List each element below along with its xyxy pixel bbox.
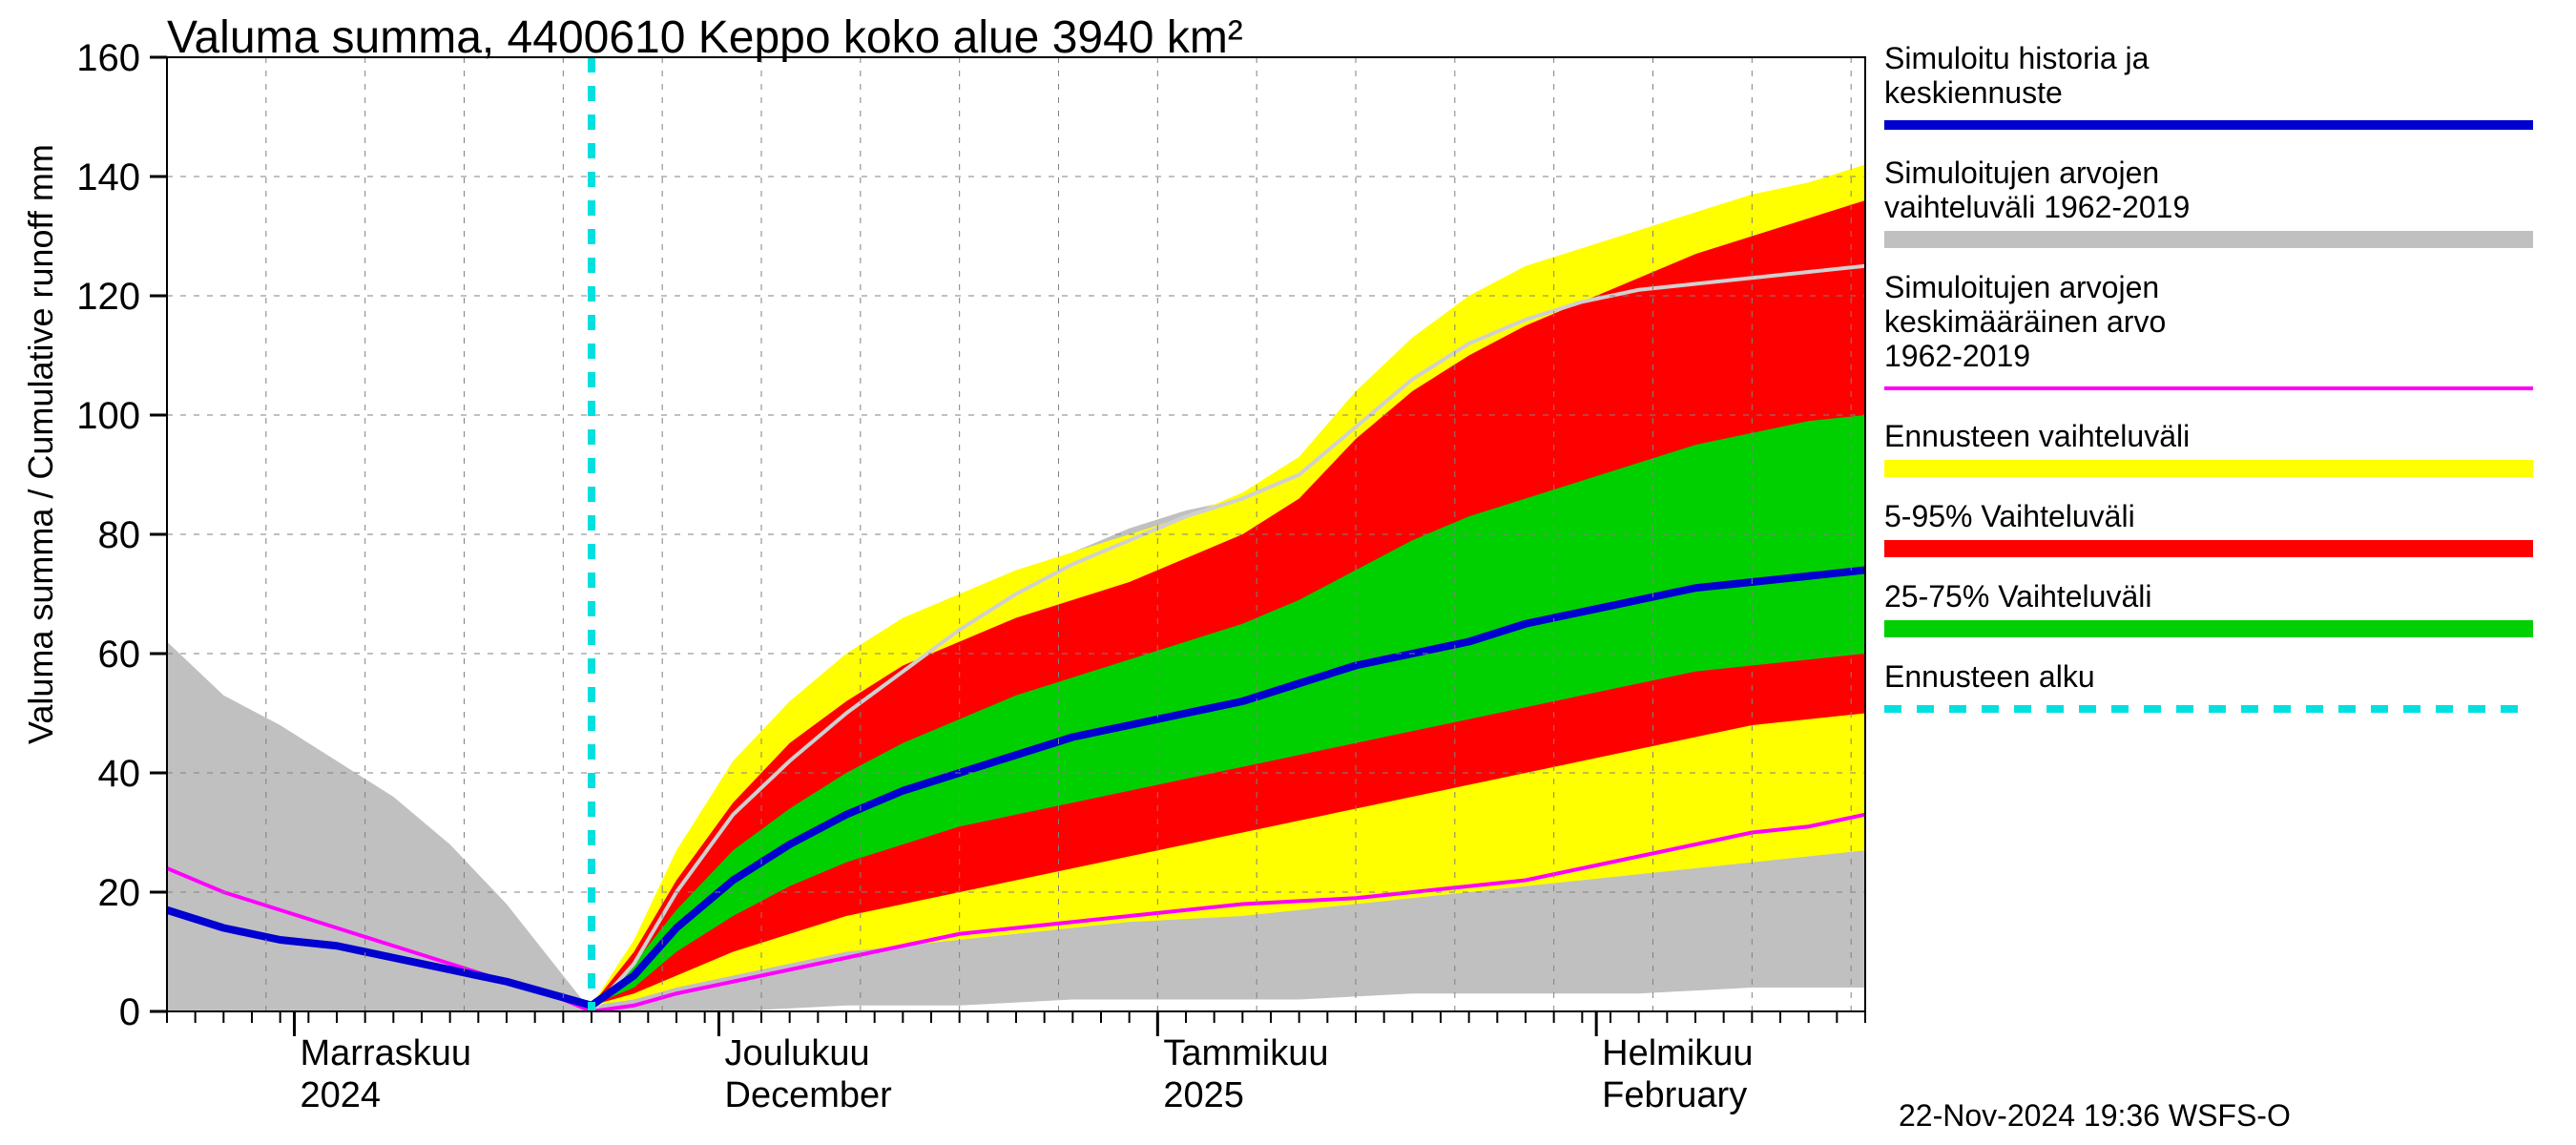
legend-swatch bbox=[1884, 231, 2533, 248]
y-tick-label: 0 bbox=[119, 991, 140, 1033]
legend-label: keskiennuste bbox=[1884, 75, 2063, 110]
chart-footer: 22-Nov-2024 19:36 WSFS-O bbox=[1899, 1098, 2291, 1133]
y-tick-label: 160 bbox=[76, 37, 140, 79]
legend-label: vaihteluväli 1962-2019 bbox=[1884, 190, 2190, 224]
legend-swatch bbox=[1884, 620, 2533, 637]
y-axis-label: Valuma summa / Cumulative runoff mm bbox=[21, 144, 60, 744]
legend: Simuloitu historia jakeskiennuste Simuloi… bbox=[1884, 41, 2533, 709]
runoff-forecast-chart: Valuma summa / Cumulative runoff mm Valu… bbox=[0, 0, 2576, 1145]
x-month-label-fi: Tammikuu bbox=[1163, 1033, 1328, 1073]
x-month-label-en: February bbox=[1602, 1075, 1747, 1115]
y-tick-label: 20 bbox=[98, 872, 141, 914]
legend-swatch bbox=[1884, 540, 2533, 557]
legend-label: Simuloitujen arvojen bbox=[1884, 270, 2159, 304]
chart-title: Valuma summa, 4400610 Keppo koko alue 39… bbox=[167, 12, 1243, 63]
y-tick-label: 60 bbox=[98, 634, 141, 676]
x-month-label-en: 2024 bbox=[301, 1075, 382, 1115]
legend-label: 25-75% Vaihteluväli bbox=[1884, 579, 2151, 614]
legend-label: 5-95% Vaihteluväli bbox=[1884, 499, 2135, 533]
y-tick-label: 80 bbox=[98, 514, 141, 556]
x-month-label-en: December bbox=[725, 1075, 893, 1115]
legend-label: Simuloitujen arvojen bbox=[1884, 156, 2159, 190]
x-month-label-en: 2025 bbox=[1163, 1075, 1244, 1115]
legend-label: 1962-2019 bbox=[1884, 339, 2030, 373]
legend-label: keskimääräinen arvo bbox=[1884, 304, 2166, 339]
y-tick-label: 40 bbox=[98, 753, 141, 795]
x-month-label-fi: Joulukuu bbox=[725, 1033, 870, 1073]
legend-label: Ennusteen alku bbox=[1884, 659, 2095, 694]
x-month-label-fi: Helmikuu bbox=[1602, 1033, 1753, 1073]
legend-label: Simuloitu historia ja bbox=[1884, 41, 2150, 75]
legend-label: Ennusteen vaihteluväli bbox=[1884, 419, 2190, 453]
y-tick-label: 120 bbox=[76, 276, 140, 318]
legend-swatch bbox=[1884, 460, 2533, 477]
y-tick-label: 140 bbox=[76, 156, 140, 198]
y-tick-label: 100 bbox=[76, 395, 140, 437]
plot-area: 0 20 40 60 80 100 120 140 160 Marraskuu2024 Jouluk… bbox=[76, 37, 1865, 1115]
x-month-label-fi: Marraskuu bbox=[301, 1033, 472, 1073]
